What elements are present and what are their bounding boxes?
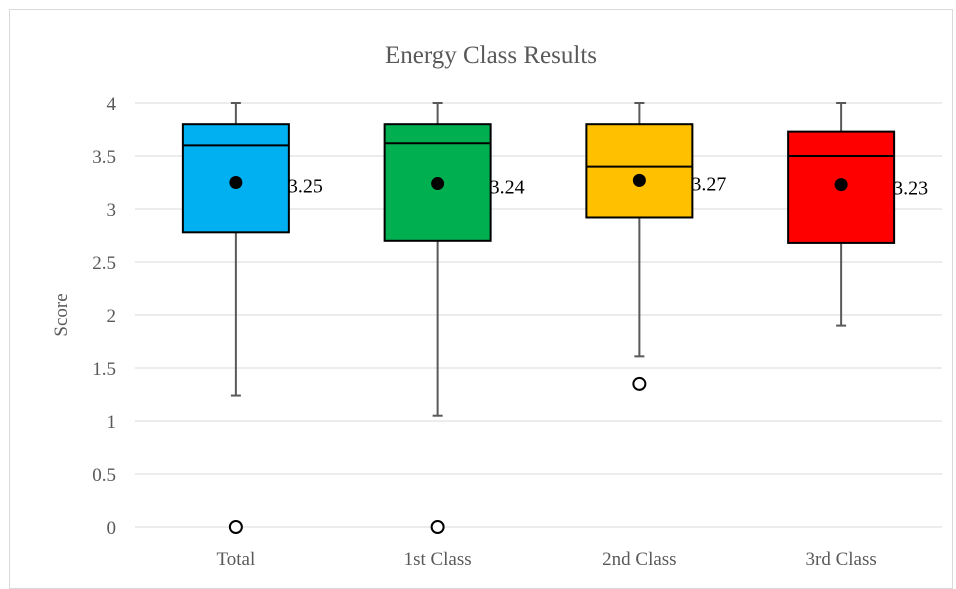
- box-1st-class: 3.24: [383, 102, 525, 534]
- x-tick-label: 1st Class: [404, 549, 472, 570]
- x-tick-label: 2nd Class: [602, 549, 676, 570]
- mean-label: 3.25: [288, 176, 323, 198]
- box-3rd-class: 3.23: [787, 102, 928, 327]
- y-tick-label: 0: [107, 518, 117, 539]
- mean-label: 3.24: [490, 177, 525, 199]
- mean-label: 3.27: [691, 173, 726, 195]
- x-tick-label: 3rd Class: [806, 549, 877, 570]
- y-axis-label: Score: [51, 293, 72, 336]
- y-tick-label: 4: [107, 94, 117, 115]
- y-tick-label: 1: [107, 412, 117, 433]
- chart-frame: [9, 9, 953, 589]
- chart-title: Energy Class Results: [385, 42, 597, 69]
- y-tick-labels: 0 0.5 1 1.5 2 2.5 3 3.5 4: [92, 94, 116, 539]
- mean-marker: [431, 177, 445, 191]
- mean-marker: [834, 178, 848, 192]
- x-tick-labels: Total 1st Class 2nd Class 3rd Class: [216, 549, 876, 570]
- y-tick-label: 2: [107, 306, 117, 327]
- mean-label: 3.23: [893, 178, 928, 200]
- box-total: 3.25: [181, 102, 323, 534]
- iqr-box: [787, 130, 896, 244]
- y-tick-label: 2.5: [92, 253, 116, 274]
- box-2nd-class: 3.27: [585, 102, 726, 391]
- outlier-point: [228, 520, 243, 534]
- y-tick-label: 0.5: [92, 465, 116, 486]
- mean-marker: [229, 176, 243, 189]
- x-tick-label: Total: [216, 549, 255, 570]
- outlier-point: [430, 520, 445, 534]
- outlier-point: [632, 376, 647, 391]
- y-tick-label: 1.5: [92, 359, 116, 380]
- iqr-box: [585, 123, 694, 219]
- boxes: 3.25 3.24 3.27 3.23: [181, 102, 928, 534]
- y-tick-label: 3.5: [92, 147, 116, 168]
- y-tick-label: 3: [107, 200, 117, 221]
- mean-marker: [632, 173, 646, 187]
